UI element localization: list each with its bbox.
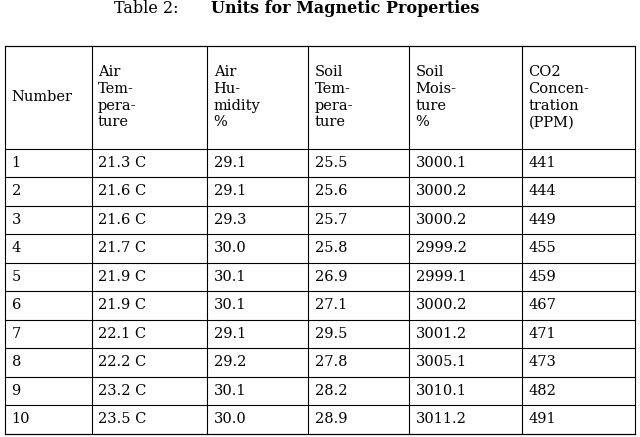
Text: 21.3 C: 21.3 C [98, 156, 146, 170]
Text: 25.6: 25.6 [315, 184, 347, 198]
Text: 2: 2 [12, 184, 20, 198]
Text: 23.2 C: 23.2 C [98, 384, 147, 398]
Text: 449: 449 [529, 213, 556, 227]
Text: 3000.2: 3000.2 [416, 298, 467, 312]
Text: 3010.1: 3010.1 [416, 384, 467, 398]
Text: 3005.1: 3005.1 [416, 355, 467, 369]
Text: 22.1 C: 22.1 C [98, 327, 146, 341]
Text: 4: 4 [12, 241, 20, 255]
Text: 8: 8 [12, 355, 21, 369]
Text: 30.0: 30.0 [214, 241, 246, 255]
Text: 29.5: 29.5 [315, 327, 347, 341]
Text: Table 2:: Table 2: [115, 0, 189, 17]
Text: 29.1: 29.1 [214, 184, 246, 198]
Text: 30.0: 30.0 [214, 412, 246, 426]
Text: 3000.2: 3000.2 [416, 213, 467, 227]
Text: 21.7 C: 21.7 C [98, 241, 146, 255]
Text: CO2
Concen-
tration
(PPM): CO2 Concen- tration (PPM) [529, 65, 589, 129]
Text: Number: Number [12, 90, 72, 104]
Text: 3001.2: 3001.2 [416, 327, 467, 341]
Text: 471: 471 [529, 327, 556, 341]
Text: 455: 455 [529, 241, 556, 255]
Text: 21.9 C: 21.9 C [98, 270, 146, 284]
Text: 3: 3 [12, 213, 21, 227]
Text: 444: 444 [529, 184, 556, 198]
Text: 491: 491 [529, 412, 556, 426]
Text: 30.1: 30.1 [214, 270, 246, 284]
Text: 9: 9 [12, 384, 20, 398]
Text: Units for Magnetic Properties: Units for Magnetic Properties [211, 0, 479, 17]
Text: 27.8: 27.8 [315, 355, 347, 369]
Text: 2999.1: 2999.1 [416, 270, 467, 284]
Text: 29.1: 29.1 [214, 156, 246, 170]
Text: 25.8: 25.8 [315, 241, 347, 255]
Text: 467: 467 [529, 298, 556, 312]
Text: 1: 1 [12, 156, 20, 170]
Text: 3011.2: 3011.2 [416, 412, 467, 426]
Text: 21.6 C: 21.6 C [98, 184, 146, 198]
Text: 21.9 C: 21.9 C [98, 298, 146, 312]
Text: 459: 459 [529, 270, 556, 284]
Text: 30.1: 30.1 [214, 298, 246, 312]
Text: 25.5: 25.5 [315, 156, 347, 170]
Text: 26.9: 26.9 [315, 270, 347, 284]
Text: 29.3: 29.3 [214, 213, 246, 227]
Text: 23.5 C: 23.5 C [98, 412, 147, 426]
Text: 10: 10 [12, 412, 30, 426]
Text: 6: 6 [12, 298, 21, 312]
Text: 2999.2: 2999.2 [416, 241, 467, 255]
Text: 30.1: 30.1 [214, 384, 246, 398]
Text: 441: 441 [529, 156, 556, 170]
Text: Air
Tem-
pera-
ture: Air Tem- pera- ture [98, 65, 136, 129]
Text: 28.2: 28.2 [315, 384, 347, 398]
Text: 3000.2: 3000.2 [416, 184, 467, 198]
Text: Air
Hu-
midity
%: Air Hu- midity % [214, 65, 260, 129]
Text: 473: 473 [529, 355, 556, 369]
Text: Soil
Mois-
ture
%: Soil Mois- ture % [416, 65, 457, 129]
Text: 5: 5 [12, 270, 20, 284]
Text: 29.2: 29.2 [214, 355, 246, 369]
Text: 3000.1: 3000.1 [416, 156, 467, 170]
Text: 22.2 C: 22.2 C [98, 355, 146, 369]
Text: 28.9: 28.9 [315, 412, 347, 426]
Text: 29.1: 29.1 [214, 327, 246, 341]
Text: Soil
Tem-
pera-
ture: Soil Tem- pera- ture [315, 65, 353, 129]
Text: 482: 482 [529, 384, 556, 398]
Text: 27.1: 27.1 [315, 298, 347, 312]
Text: 25.7: 25.7 [315, 213, 347, 227]
Text: 21.6 C: 21.6 C [98, 213, 146, 227]
Text: 7: 7 [12, 327, 20, 341]
